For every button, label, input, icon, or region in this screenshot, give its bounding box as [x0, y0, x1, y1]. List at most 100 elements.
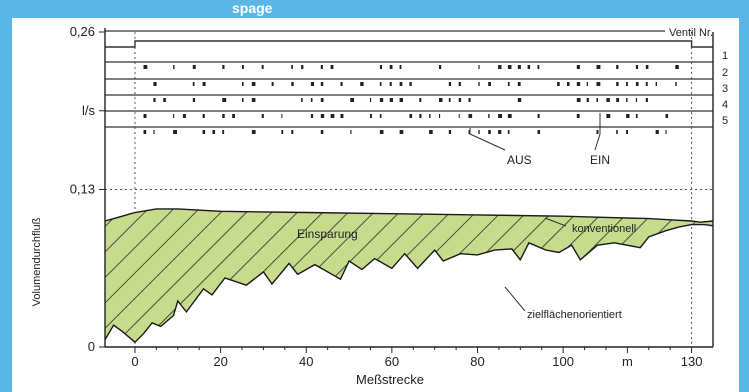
valve-pulse [626, 130, 628, 134]
valve-pulse [616, 130, 618, 134]
valve-pulse [507, 65, 512, 69]
valve-pulse [153, 98, 156, 102]
valve-pulse [517, 82, 521, 86]
aus-leader [469, 128, 506, 151]
valve-pulse [320, 130, 324, 134]
valve-pulse [596, 98, 598, 102]
valve-pulse [242, 98, 244, 102]
valve-pulse [439, 65, 442, 69]
valve-pulse [655, 82, 657, 86]
x-tick-label: 20 [213, 354, 227, 369]
valve-main-line [105, 40, 713, 48]
einsparung-label: Einsparung [297, 227, 358, 241]
valve-pulse [596, 130, 599, 134]
valve-pulse [439, 98, 443, 102]
valve-pulse [596, 65, 601, 69]
valve-pulse [616, 82, 619, 86]
valve-pulse [301, 65, 304, 69]
valve-pulse [232, 114, 235, 118]
valve-pulse [330, 114, 335, 118]
valve-pulse [439, 114, 441, 118]
valve-pulse [616, 65, 619, 69]
valve-pulse [468, 114, 473, 118]
valve-pulse [645, 65, 649, 69]
x-tick-label: 60 [385, 354, 399, 369]
valve-pulse [291, 82, 294, 86]
valve-pulse [222, 114, 225, 118]
valve-pulse [537, 114, 540, 118]
valve-pulse [202, 82, 206, 86]
xlabel: Meßstrecke [356, 372, 424, 387]
valve-pulse [379, 114, 382, 118]
valve-pulse [429, 114, 431, 118]
x-tick-label: 100 [552, 354, 574, 369]
valve-pulse [635, 114, 638, 118]
valve-pulse [606, 114, 611, 118]
valve-pulse [399, 82, 403, 86]
ein-label: EIN [590, 153, 610, 167]
valve-pulse [310, 114, 314, 118]
valve-pulse [310, 98, 313, 102]
valve-number-5: 5 [722, 115, 728, 127]
valve-pulse [458, 82, 461, 86]
valve-pulse [635, 82, 639, 86]
valve-pulse [340, 82, 343, 86]
valve-pulse [202, 114, 205, 118]
valve-pulse [557, 82, 560, 86]
valve-pulse [635, 65, 639, 69]
valve-pulse [291, 65, 293, 69]
valve-pulse [419, 98, 422, 102]
valve-pulse [498, 114, 502, 118]
x-tick-label: 40 [299, 354, 313, 369]
valve-pulse [517, 65, 521, 69]
valve-pulse [182, 114, 186, 118]
axes-layer: 0,26 l/s 0,13 0 0 20 40 60 80 100 m 130 [70, 24, 714, 369]
annotation-layer: Volumendurchfluß Meßstrecke Ventil Nr. A… [31, 27, 713, 387]
valve-pulse [173, 114, 175, 118]
valve-pulse [153, 130, 155, 134]
valve-pulse [537, 65, 540, 69]
valve-pulse [458, 114, 460, 118]
valve-pulse [143, 114, 147, 118]
ventil-label: Ventil Nr. [669, 27, 713, 39]
x-tick-label: 130 [681, 354, 703, 369]
y-tick-label: 0 [88, 339, 95, 354]
valve-pulse [458, 98, 462, 102]
valve-pulse [379, 82, 382, 86]
zielflaechenorientiert-label: zielflächenorientiert [527, 309, 622, 321]
valve-pulse [478, 130, 480, 134]
valve-pulse [537, 130, 540, 134]
valve-pulse [251, 82, 256, 86]
valve-pulse [350, 98, 354, 102]
valve-pulse [212, 130, 216, 134]
x-tick-label: m [622, 354, 633, 369]
valve-pulse [409, 114, 413, 118]
valve-pulse [350, 130, 352, 134]
valve-pulse [389, 98, 393, 102]
valve-pulse [399, 65, 402, 69]
valve-pulse [478, 65, 480, 69]
valve-pulse [320, 65, 323, 69]
valve-state-lines: 1 2 3 4 5 [105, 30, 728, 312]
valve-pulse [586, 98, 589, 102]
valve-pulse [271, 82, 274, 86]
valve-pulse [222, 130, 225, 134]
valve-pulse [626, 98, 628, 102]
valve-pulse [281, 114, 283, 118]
valve-pulse [448, 82, 452, 86]
saving-area-layer [104, 208, 714, 344]
valve-pulse [468, 130, 471, 134]
valve-pulse [301, 98, 303, 102]
valve-pulse [192, 98, 196, 102]
valve-pulse [507, 130, 510, 134]
valve-pulse [675, 82, 677, 86]
valve-pulse [320, 98, 324, 102]
valve-pulse [222, 65, 225, 69]
x-tick-label: 0 [131, 354, 138, 369]
ylabel: Volumendurchfluß [31, 217, 43, 306]
valve-pulse [488, 82, 491, 86]
valve-pulse [498, 65, 502, 69]
valve-pulse [507, 82, 510, 86]
valve-pulse [419, 114, 422, 118]
